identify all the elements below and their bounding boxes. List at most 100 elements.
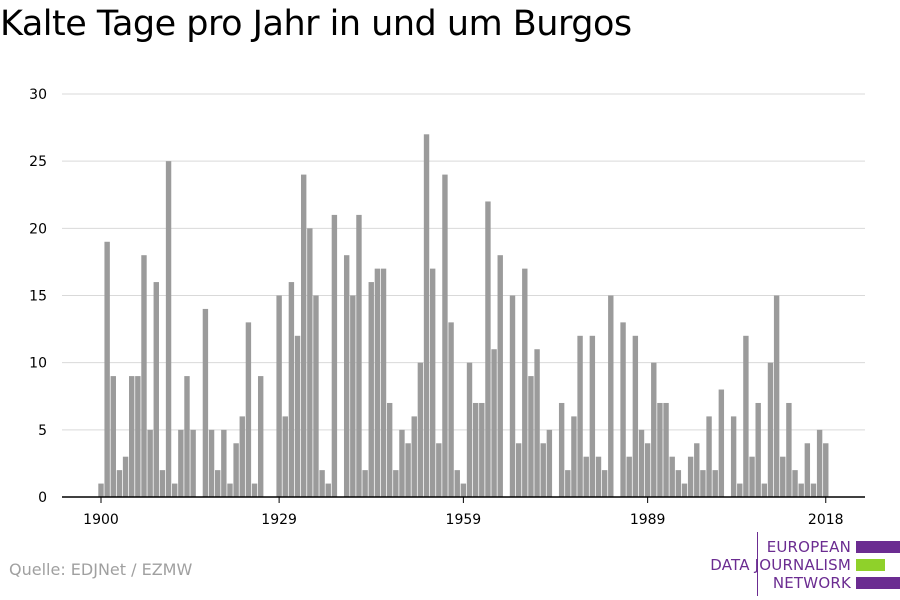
- bar-2007: [755, 402, 761, 497]
- bar-1992: [663, 402, 669, 497]
- bar-1909: [153, 282, 159, 497]
- bar-1925: [251, 483, 258, 497]
- bar-1948: [393, 470, 399, 497]
- bar-1965: [497, 255, 503, 497]
- bar-2015: [804, 443, 811, 497]
- y-tick-label: 30: [29, 87, 47, 103]
- bar-1969: [522, 268, 528, 497]
- bar-1904: [122, 456, 129, 497]
- logo-bar-purple-top: [856, 541, 900, 553]
- x-tick-label: 1959: [446, 512, 482, 528]
- bar-1983: [608, 295, 614, 497]
- bar-2012: [786, 402, 792, 497]
- logo-text: EUROPEAN DATA JOURNALISM NETWORK: [710, 538, 851, 592]
- bar-1901: [104, 241, 110, 497]
- bar-1934: [307, 228, 313, 497]
- bar-1954: [429, 268, 436, 497]
- y-tick-label: 5: [38, 423, 47, 439]
- bar-1957: [448, 322, 454, 497]
- bar-1958: [454, 470, 460, 497]
- bar-1942: [356, 214, 362, 497]
- bar-2000: [712, 470, 718, 497]
- bar-1953: [423, 134, 430, 498]
- bar-1970: [528, 376, 534, 497]
- y-tick-label: 15: [29, 289, 47, 305]
- bar-1978: [577, 335, 583, 497]
- bar-1910: [159, 470, 166, 497]
- bar-1931: [288, 282, 295, 497]
- x-tick-label: 1989: [630, 512, 666, 528]
- bar-1932: [294, 335, 301, 497]
- bar-1956: [442, 174, 448, 497]
- bar-2006: [749, 456, 755, 497]
- bar-1961: [472, 402, 479, 497]
- bar-1995: [681, 483, 688, 497]
- bar-2018: [823, 443, 829, 497]
- bar-1913: [178, 429, 184, 497]
- bar-1998: [700, 470, 706, 497]
- bar-1964: [491, 349, 497, 497]
- bar-1915: [190, 429, 196, 497]
- bar-1951: [411, 416, 417, 497]
- y-axis-labels: 0 5 10 15 20 25 30: [29, 87, 47, 506]
- bar-1933: [300, 174, 307, 497]
- bar-1906: [135, 376, 141, 497]
- bar-1975: [558, 402, 565, 497]
- bar-1912: [172, 483, 178, 497]
- y-tick-label: 10: [29, 356, 47, 372]
- bar-2005: [743, 335, 749, 497]
- logo-line-2: DATA JOURNALISM: [710, 556, 851, 574]
- x-tick-label: 1929: [261, 512, 297, 528]
- y-tick-label: 20: [29, 221, 47, 237]
- bar-1922: [233, 443, 239, 497]
- bar-1981: [595, 456, 602, 497]
- bar-1938: [331, 214, 338, 497]
- edjnet-logo: EUROPEAN DATA JOURNALISM NETWORK: [700, 532, 900, 596]
- bar-1993: [669, 456, 675, 497]
- bar-2011: [780, 456, 786, 497]
- x-tick-label: 2018: [808, 512, 844, 528]
- bar-1959: [460, 483, 467, 497]
- bar-1989: [644, 443, 651, 497]
- bar-2003: [730, 416, 737, 497]
- bar-2001: [718, 389, 725, 497]
- bar-1926: [257, 376, 264, 497]
- bar-1982: [601, 470, 608, 497]
- bar-1900: [98, 483, 104, 497]
- bar-1908: [147, 429, 153, 497]
- bar-1918: [208, 429, 215, 497]
- bar-1973: [546, 429, 553, 497]
- bar-1944: [368, 282, 374, 497]
- bar-1952: [417, 362, 424, 497]
- bar-1980: [589, 335, 596, 497]
- bar-1914: [184, 376, 190, 497]
- bar-1997: [694, 443, 700, 497]
- logo-bar-green: [856, 559, 885, 571]
- bar-1999: [706, 416, 712, 497]
- bar-1935: [313, 295, 319, 497]
- bar-1955: [436, 443, 442, 497]
- bar-1923: [239, 416, 245, 497]
- bar-1921: [227, 483, 233, 497]
- bar-1941: [350, 295, 356, 497]
- bar-1929: [276, 295, 282, 497]
- bar-2008: [761, 483, 768, 497]
- bar-1994: [675, 470, 682, 497]
- bar-1949: [399, 429, 405, 497]
- gridlines: [62, 93, 865, 431]
- bar-2009: [767, 362, 774, 497]
- bar-1972: [540, 443, 546, 497]
- bar-1947: [386, 402, 393, 497]
- chart-title: Kalte Tage pro Jahr in und um Burgos: [0, 4, 632, 44]
- bar-1979: [583, 456, 589, 497]
- bar-2016: [810, 483, 817, 497]
- bar-2013: [792, 470, 798, 497]
- logo-line-3: NETWORK: [772, 574, 851, 592]
- bar-1937: [325, 483, 331, 497]
- bar-1971: [534, 349, 540, 497]
- bar-1950: [405, 443, 411, 497]
- bar-1960: [466, 362, 473, 497]
- bar-1967: [509, 295, 516, 497]
- bar-1936: [319, 470, 325, 497]
